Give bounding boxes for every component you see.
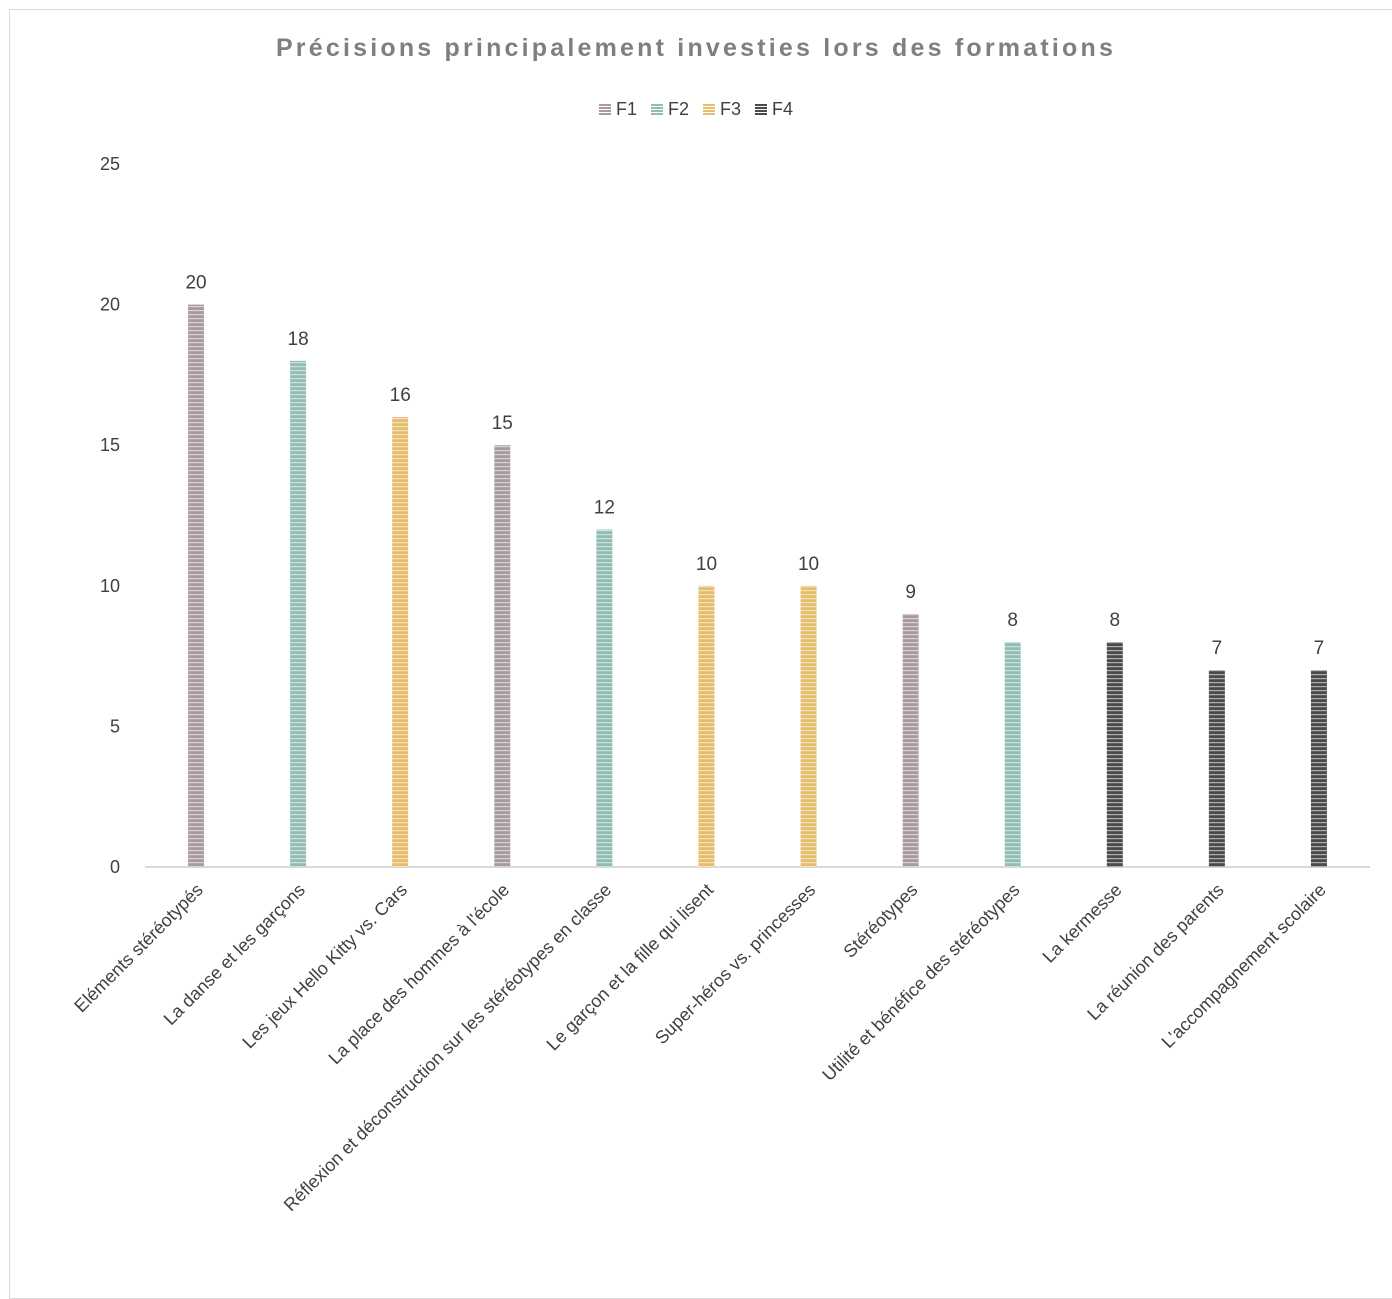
data-label: 10 [696,554,717,575]
data-label: 10 [798,554,819,575]
y-axis: 0 5 10 15 20 25 [100,154,120,877]
legend-item-f1: F1 [598,99,637,120]
y-tick-label: 20 [100,295,120,315]
data-label: 8 [1007,610,1018,631]
bar-f2 [1004,642,1021,867]
legend-swatch-f2 [650,103,663,116]
bar-f2 [290,360,307,867]
legend: F1 F2 F3 F4 [0,99,1392,120]
legend-swatch-f1 [598,103,611,116]
data-labels: 20 18 16 15 12 10 10 9 8 8 7 7 [185,273,1324,660]
bar-f1 [494,445,511,867]
y-tick-label: 0 [110,857,120,877]
y-tick-label: 15 [100,435,120,455]
legend-label-f1: F1 [615,99,637,119]
bar-f3 [698,585,715,867]
legend-label-f3: F3 [720,99,742,119]
bar-f4 [1310,670,1327,867]
category-label: Stéréotypes [839,880,921,962]
bars [188,304,1327,868]
legend-swatch-f3 [703,103,715,116]
data-label: 18 [288,329,309,350]
category-label: L'accompagnement scolaire [1158,880,1330,1052]
legend-swatch-f4 [755,103,768,116]
data-label: 7 [1314,638,1325,659]
bar-f2 [596,529,613,867]
data-label: 12 [594,498,615,519]
category-label: La place des hommes à l'école [325,880,513,1068]
category-label: La kermesse [1039,880,1126,967]
category-label: Les jeux Hello Kitty vs. Cars [238,880,411,1053]
bar-f3 [800,585,817,867]
legend-label-f2: F2 [667,99,689,119]
y-tick-label: 5 [110,716,120,736]
data-label: 8 [1110,610,1121,631]
data-label: 9 [905,582,916,603]
bar-f1 [188,304,205,868]
category-label: Le garçon et la fille qui lisent [543,880,718,1055]
data-label: 15 [492,413,513,434]
data-label: 7 [1212,638,1223,659]
category-label: Super-héros vs. princesses [651,880,819,1048]
legend-item-f4: F4 [755,99,793,120]
bar-f4 [1106,642,1123,867]
bar-f4 [1208,670,1225,867]
bar-f3 [392,417,409,867]
legend-label-f4: F4 [772,99,794,119]
data-label: 20 [185,273,206,294]
legend-item-f3: F3 [703,99,741,120]
category-label: Utilité et bénéfice des stéréotypes [818,880,1023,1085]
bar-f1 [902,613,919,867]
y-tick-label: 25 [100,154,120,174]
y-tick-label: 10 [100,576,120,596]
data-label: 16 [390,385,411,406]
chart-title: Précisions principalement investies lors… [275,34,1117,62]
legend-item-f2: F2 [650,99,689,120]
